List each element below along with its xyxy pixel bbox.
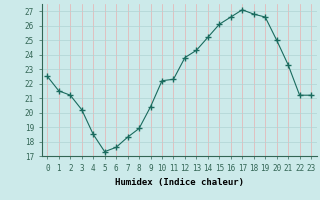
- X-axis label: Humidex (Indice chaleur): Humidex (Indice chaleur): [115, 178, 244, 187]
